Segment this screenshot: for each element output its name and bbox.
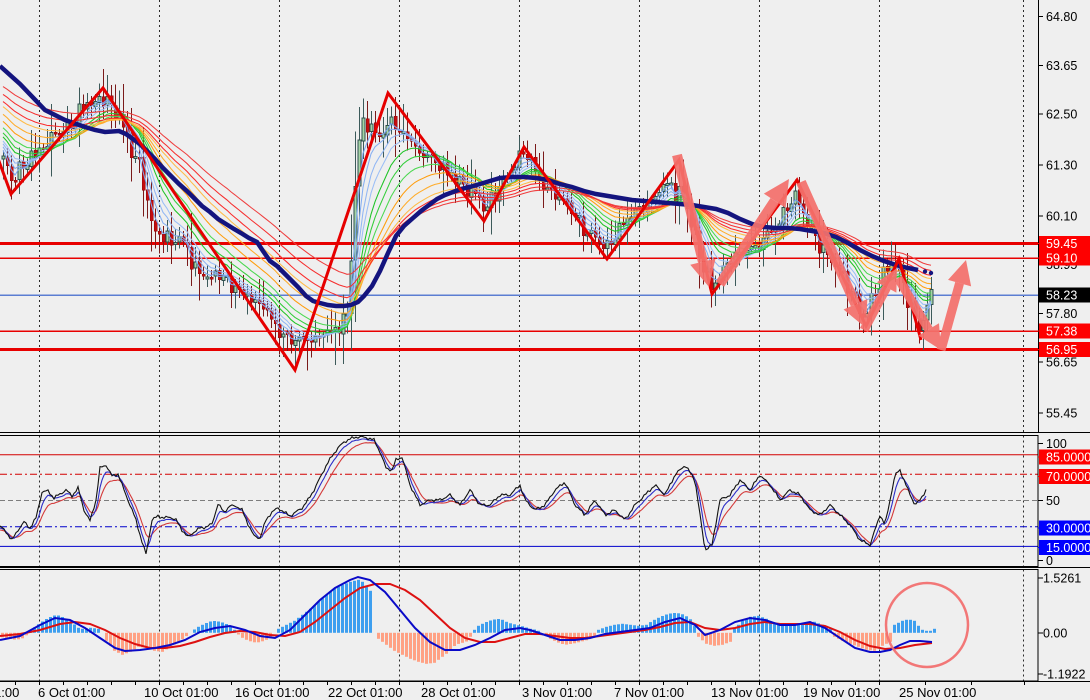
svg-text:85.0000: 85.0000 xyxy=(1046,451,1090,465)
svg-text:7 Nov 01:00: 7 Nov 01:00 xyxy=(614,685,684,700)
svg-text:70.0000: 70.0000 xyxy=(1046,470,1090,484)
svg-text:6 Oct 01:00: 6 Oct 01:00 xyxy=(38,685,105,700)
svg-text:0: 0 xyxy=(1046,554,1053,568)
svg-text:10 Oct 01:00: 10 Oct 01:00 xyxy=(144,685,218,700)
svg-text:0.00: 0.00 xyxy=(1043,626,1067,640)
svg-text:64.80: 64.80 xyxy=(1046,10,1077,24)
svg-text:28 Oct 01:00: 28 Oct 01:00 xyxy=(421,685,495,700)
svg-text:57.80: 57.80 xyxy=(1046,307,1077,321)
svg-text:30.0000: 30.0000 xyxy=(1046,522,1090,536)
svg-text:100: 100 xyxy=(1046,437,1067,451)
svg-text:59.10: 59.10 xyxy=(1046,252,1077,266)
svg-text:16 Oct 01:00: 16 Oct 01:00 xyxy=(235,685,309,700)
svg-text:57.38: 57.38 xyxy=(1046,325,1077,339)
svg-text:25 Nov 01:00: 25 Nov 01:00 xyxy=(899,685,976,700)
svg-text:3 Nov 01:00: 3 Nov 01:00 xyxy=(522,685,592,700)
svg-text:1.5261: 1.5261 xyxy=(1043,572,1081,586)
svg-text:59.45: 59.45 xyxy=(1046,237,1077,251)
svg-text:22 Oct 01:00: 22 Oct 01:00 xyxy=(328,685,402,700)
svg-text:63.65: 63.65 xyxy=(1046,59,1077,73)
svg-text:62.50: 62.50 xyxy=(1046,108,1077,122)
svg-text:56.95: 56.95 xyxy=(1046,343,1077,357)
svg-text:50: 50 xyxy=(1046,494,1060,508)
svg-text:30 Sep 01:00: 30 Sep 01:00 xyxy=(0,685,19,700)
svg-text:55.45: 55.45 xyxy=(1046,407,1077,421)
svg-text:-1.1922: -1.1922 xyxy=(1043,668,1085,682)
svg-text:15.0000: 15.0000 xyxy=(1046,541,1090,555)
svg-text:58.23: 58.23 xyxy=(1046,289,1077,303)
svg-text:60.10: 60.10 xyxy=(1046,209,1077,223)
svg-text:19 Nov 01:00: 19 Nov 01:00 xyxy=(803,685,880,700)
svg-text:61.30: 61.30 xyxy=(1046,159,1077,173)
svg-text:13 Nov 01:00: 13 Nov 01:00 xyxy=(711,685,788,700)
svg-text:56.65: 56.65 xyxy=(1046,356,1077,370)
